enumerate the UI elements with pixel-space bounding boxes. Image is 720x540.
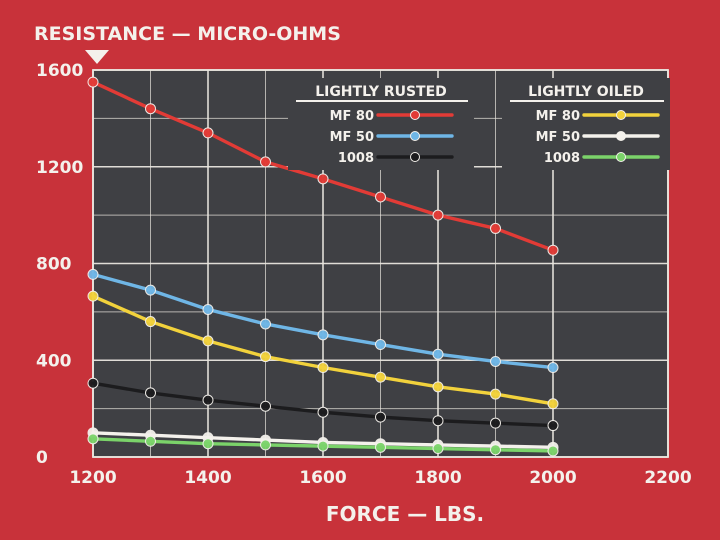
data-point: [203, 336, 213, 346]
data-point: [203, 395, 213, 405]
data-point: [88, 269, 98, 279]
legend-label: 1008: [338, 151, 374, 166]
data-point: [146, 436, 156, 446]
data-point: [88, 77, 98, 87]
y-tick-labels: 0 400 800 1200 1600: [36, 61, 83, 468]
data-point: [376, 372, 386, 382]
data-point: [318, 441, 328, 451]
data-point: [491, 223, 501, 233]
legend-group-oiled: LIGHTLY OILED MF 80 MF 50 1008: [502, 78, 670, 170]
data-point: [376, 340, 386, 350]
data-point: [261, 352, 271, 362]
legend-label: MF 80: [536, 109, 580, 124]
y-tick-label: 400: [36, 351, 72, 371]
x-tick-labels: 1200 1400 1600 1800 2000 2200: [69, 468, 691, 488]
data-point: [491, 418, 501, 428]
data-point: [433, 382, 443, 392]
data-point: [261, 401, 271, 411]
legend-swatch-marker: [411, 111, 420, 120]
data-point: [376, 412, 386, 422]
data-point: [376, 442, 386, 452]
legend-swatch-marker: [617, 153, 626, 162]
data-point: [146, 104, 156, 114]
data-point: [88, 434, 98, 444]
data-point: [548, 421, 558, 431]
x-tick-label: 2200: [644, 468, 691, 488]
data-point: [261, 319, 271, 329]
legend-label: MF 80: [330, 109, 374, 124]
data-point: [491, 356, 501, 366]
y-tick-label: 1200: [36, 158, 83, 178]
legend-label: MF 50: [330, 130, 374, 145]
data-point: [261, 440, 271, 450]
data-point: [548, 399, 558, 409]
y-tick-label: 1600: [36, 61, 83, 81]
data-point: [433, 416, 443, 426]
data-point: [203, 128, 213, 138]
x-tick-label: 1600: [299, 468, 346, 488]
x-tick-label: 1200: [69, 468, 116, 488]
data-point: [433, 349, 443, 359]
x-axis-title: FORCE — LBS.: [326, 502, 484, 526]
data-point: [376, 192, 386, 202]
data-point: [88, 291, 98, 301]
data-point: [433, 444, 443, 454]
legend-group-rusted: LIGHTLY RUSTED MF 80 MF 50 1008: [288, 78, 474, 170]
data-point: [146, 388, 156, 398]
x-tick-label: 1400: [184, 468, 231, 488]
legend-swatch-marker: [411, 132, 420, 141]
data-point: [548, 446, 558, 456]
data-point: [433, 210, 443, 220]
data-point: [318, 407, 328, 417]
data-point: [203, 304, 213, 314]
legend-swatch-marker: [617, 111, 626, 120]
data-point: [491, 389, 501, 399]
legend-label: MF 50: [536, 130, 580, 145]
y-axis-arrow-icon: [85, 50, 109, 64]
y-tick-label: 0: [36, 448, 48, 468]
legend-title: LIGHTLY OILED: [528, 84, 644, 100]
legend-swatch-marker: [617, 132, 626, 141]
y-axis-title: RESISTANCE — MICRO-OHMS: [34, 23, 341, 45]
legend-title: LIGHTLY RUSTED: [315, 84, 447, 100]
data-point: [318, 174, 328, 184]
y-tick-label: 800: [36, 255, 72, 275]
x-tick-label: 1800: [414, 468, 461, 488]
data-point: [146, 317, 156, 327]
data-point: [548, 363, 558, 373]
legend-swatch-marker: [411, 153, 420, 162]
data-point: [88, 378, 98, 388]
data-point: [318, 330, 328, 340]
x-tick-label: 2000: [529, 468, 576, 488]
data-point: [146, 285, 156, 295]
data-point: [318, 363, 328, 373]
data-point: [261, 157, 271, 167]
legend-label: 1008: [544, 151, 580, 166]
data-point: [491, 445, 501, 455]
data-point: [548, 245, 558, 255]
data-point: [203, 439, 213, 449]
